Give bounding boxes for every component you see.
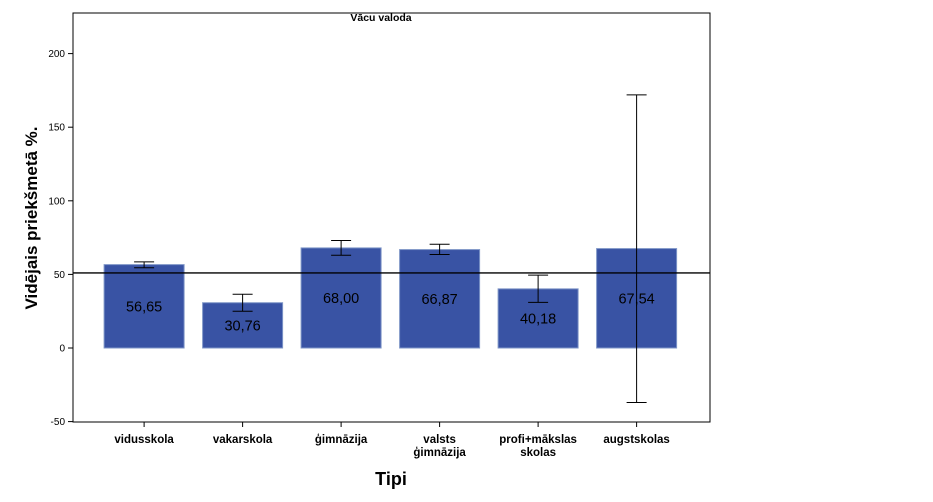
data-label: 56,65 — [126, 299, 162, 315]
x-tick-label-line: valsts — [423, 434, 456, 446]
x-tick-label-line: vakarskola — [213, 434, 273, 446]
data-label: 40,18 — [520, 311, 556, 327]
x-tick-label: augstskolas — [603, 434, 669, 446]
y-tick-label: 100 — [48, 196, 65, 207]
chart-title: Vācu valoda — [350, 12, 411, 24]
y-tick-label: 200 — [48, 49, 65, 60]
x-tick-label: valsts ģimnāzija — [413, 434, 466, 459]
x-tick-label-line: profi+mākslas — [499, 434, 577, 446]
data-label: 66,87 — [421, 292, 457, 308]
x-tick-label: vidusskola — [114, 434, 174, 446]
x-tick-label-line: augstskolas — [603, 434, 669, 446]
y-tick-label: 50 — [54, 270, 66, 281]
plot-area — [72, 12, 711, 423]
bars: 56,65 30,76 68,00 66,87 40,18 67,54 — [73, 94, 710, 403]
data-label: 30,76 — [224, 318, 260, 334]
x-axis-title: Tipi — [375, 469, 407, 489]
x-tick-label-line: skolas — [520, 447, 556, 459]
x-tick-label-line: ģimnāzija — [413, 446, 466, 459]
bar — [103, 264, 185, 349]
x-tick-label-line: vidusskola — [114, 434, 174, 446]
x-tick-label: ģimnāzija — [315, 433, 368, 446]
y-axis-title: Vidējais priekšmetā %. — [22, 126, 41, 309]
y-tick-label: 150 — [48, 123, 65, 134]
data-label: 67,54 — [618, 291, 654, 307]
data-label: 68,00 — [323, 291, 359, 307]
x-tick-label-line: ģimnāzija — [315, 433, 368, 446]
bar — [300, 247, 382, 349]
x-tick-label: profi+mākslas skolas — [499, 434, 577, 459]
y-tick-label: 0 — [59, 344, 65, 355]
y-axis: -50 0 50 100 150 200 — [48, 49, 73, 428]
x-tick-label: vakarskola — [213, 434, 273, 446]
x-axis: vidusskola vakarskola ģimnāzija valsts ģimnā… — [114, 422, 670, 459]
y-tick-label: -50 — [51, 417, 66, 428]
